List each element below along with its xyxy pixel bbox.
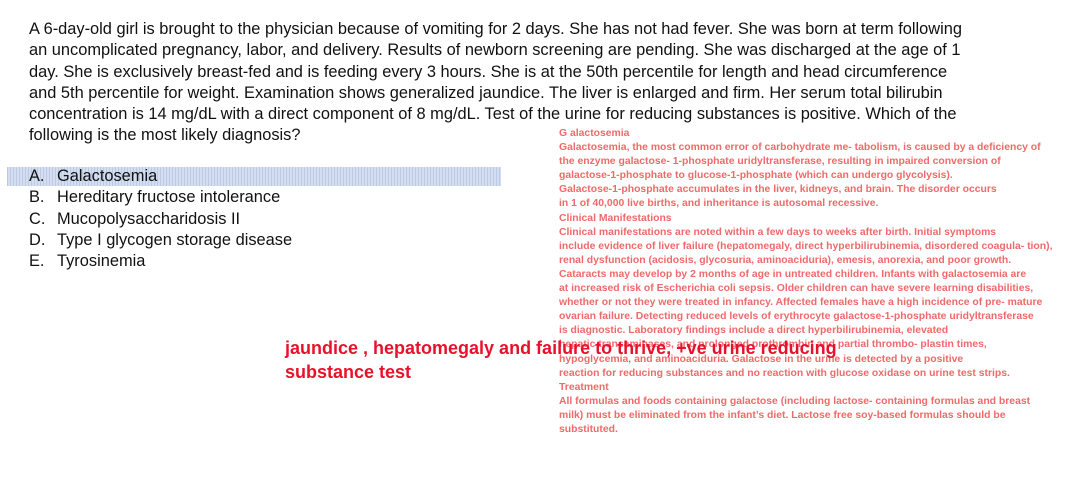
- answer-options: A. Galactosemia B. Hereditary fructose int…: [7, 166, 501, 272]
- explanation-line: at increased risk of Escherichia coli se…: [559, 283, 1034, 295]
- selection-highlight: [7, 167, 501, 186]
- answer-option-c[interactable]: C. Mucopolysaccharidosis II: [29, 209, 292, 230]
- question-stem: A 6-day-old girl is brought to the physi…: [29, 19, 1039, 147]
- explanation-line: reaction for reducing substances and no …: [559, 367, 1010, 379]
- option-text: Type I glycogen storage disease: [57, 230, 293, 249]
- option-text: Tyrosinemia: [57, 252, 146, 271]
- explanation-line: whether or not they were treated in infa…: [559, 297, 1043, 309]
- question-line: A 6-day-old girl is brought to the physi…: [29, 20, 962, 38]
- explanation-line: Galactose-1-phosphate accumulates in the…: [559, 184, 997, 196]
- explanation-line: galactose-1-phosphate to glucose-1-phosp…: [559, 170, 953, 182]
- explanation-line: Galactosemia, the most common error of c…: [559, 142, 1041, 154]
- explanation-line: is diagnostic. Laboratory findings inclu…: [559, 325, 949, 337]
- explanation-line: include evidence of liver failure (hepat…: [559, 240, 1053, 252]
- answer-option-e[interactable]: E. Tyrosinemia: [29, 251, 292, 272]
- explanation-line: Cataracts may develop by 2 months of age…: [559, 268, 1027, 280]
- option-text: Hereditary fructose intolerance: [57, 188, 281, 207]
- question-line: following is the most likely diagnosis?: [29, 126, 301, 145]
- explanation-line: All formulas and foods containing galact…: [559, 395, 1031, 407]
- explanation-heading: G alactosemia: [559, 128, 630, 139]
- explanation-line: hypoglycemia, and aminoaciduria. Galacto…: [559, 353, 964, 365]
- option-letter: D.: [29, 230, 46, 249]
- option-letter: A.: [29, 167, 45, 185]
- option-letter: C.: [29, 209, 46, 228]
- explanation-line: ovarian failure. Detecting reduced level…: [559, 311, 1034, 323]
- answer-option-a[interactable]: A. Galactosemia: [7, 166, 501, 187]
- explanation-line: Clinical manifestations are noted within…: [559, 226, 997, 238]
- question-line: concentration is 14 mg/dL with a direct …: [29, 105, 957, 124]
- question-line: an uncomplicated pregnancy, labor, and d…: [29, 41, 961, 60]
- annotation-line: jaundice , hepatomegaly and failure to t…: [285, 338, 837, 358]
- red-annotation: jaundice , hepatomegaly and failure to t…: [285, 336, 1045, 384]
- option-text: Galactosemia: [57, 167, 158, 185]
- explanation-line: substituted.: [559, 423, 618, 435]
- option-letter: B.: [29, 188, 45, 207]
- answer-option-d[interactable]: D. Type I glycogen storage disease: [29, 230, 292, 251]
- explanation-text: G alactosemia Galactosemia, the most com…: [559, 127, 1089, 437]
- explanation-line: milk) must be eliminated from the infant…: [559, 409, 1006, 421]
- explanation-line: renal dysfunction (acidosis, glycosuria,…: [559, 254, 1012, 266]
- explanation-line: in 1 of 40,000 live births, and inherita…: [559, 198, 879, 210]
- option-letter: E.: [29, 252, 45, 271]
- explanation-line: hepatic transaminases, and prolonged pro…: [559, 339, 987, 351]
- explanation-heading: Clinical Manifestations: [559, 212, 672, 224]
- explanation-heading: Treatment: [559, 381, 609, 393]
- question-line: day. She is exclusively breast-fed and i…: [29, 62, 948, 81]
- annotation-line: substance test: [285, 362, 412, 382]
- explanation-line: the enzyme galactose- 1-phosphate uridyl…: [559, 156, 1001, 168]
- question-line: and 5th percentile for weight. Examinati…: [29, 83, 943, 102]
- option-text: Mucopolysaccharidosis II: [57, 209, 241, 228]
- answer-option-b[interactable]: B. Hereditary fructose intolerance: [29, 187, 292, 208]
